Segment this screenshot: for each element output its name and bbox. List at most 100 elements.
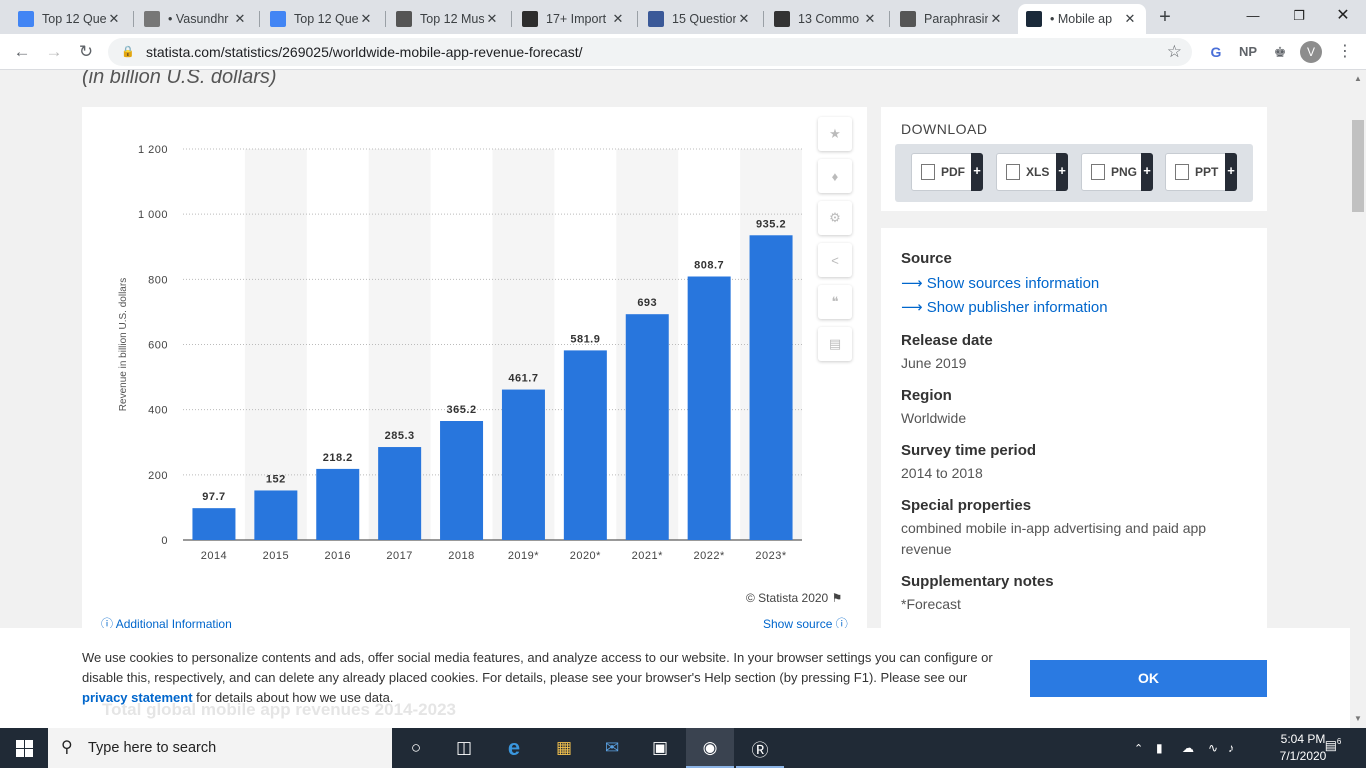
tray-chevron-icon[interactable]: ⌃ xyxy=(1134,742,1144,755)
browser-tab[interactable]: 13 Commo ✕ xyxy=(766,4,886,34)
tab-title: Paraphrasin xyxy=(924,12,988,26)
y-tick-label: 0 xyxy=(161,535,168,547)
browser-tab[interactable]: Top 12 Que ✕ xyxy=(10,4,130,34)
scrollbar-thumb[interactable] xyxy=(1352,120,1364,212)
mail-icon[interactable]: ✉ xyxy=(604,738,620,757)
release-date-value: June 2019 xyxy=(901,355,967,371)
store-icon[interactable]: ▣ xyxy=(651,738,669,757)
tab-title: • Vasundhr xyxy=(168,12,229,26)
volume-icon[interactable]: ♪ xyxy=(1228,741,1234,755)
download-pdf-button[interactable]: PDF + xyxy=(911,153,983,191)
settings-gear-icon[interactable]: ⚙ xyxy=(818,201,852,235)
close-tab-icon[interactable]: ✕ xyxy=(738,11,750,26)
additional-info-link[interactable]: ⓘ Additional Information xyxy=(101,617,232,631)
scroll-up-arrow-icon[interactable]: ▲ xyxy=(1354,74,1362,83)
address-bar[interactable]: 🔒 statista.com/statistics/269025/worldwi… xyxy=(108,38,1192,66)
tab-title: 15 Question xyxy=(672,12,736,26)
file-explorer-icon[interactable]: ▦ xyxy=(555,738,573,757)
close-window-button[interactable]: ✕ xyxy=(1336,7,1350,24)
browser-tab[interactable]: 15 Question ✕ xyxy=(640,4,760,34)
wifi-icon[interactable]: ∿ xyxy=(1208,741,1219,755)
running-indicator xyxy=(686,766,734,768)
browser-tab[interactable]: • Vasundhr ✕ xyxy=(136,4,256,34)
supplementary-notes-heading: Supplementary notes xyxy=(901,573,1054,590)
close-tab-icon[interactable]: ✕ xyxy=(864,11,876,26)
task-view-icon[interactable]: ◫ xyxy=(455,738,473,757)
close-tab-icon[interactable]: ✕ xyxy=(108,11,120,26)
profile-avatar[interactable]: V xyxy=(1300,41,1322,63)
onedrive-cloud-icon[interactable]: ☁ xyxy=(1182,741,1194,755)
print-icon[interactable]: ▤ xyxy=(818,327,852,361)
lock-icon: 🔒 xyxy=(121,46,135,58)
cortana-icon[interactable]: ○ xyxy=(410,738,422,757)
arrow-right-icon: ⟶ xyxy=(901,275,923,292)
cookie-text: We use cookies to personalize contents a… xyxy=(82,650,993,705)
taskbar-search-input[interactable]: ⚲ Type here to search xyxy=(48,728,392,768)
download-png-button[interactable]: PNG + xyxy=(1081,153,1153,191)
notification-bell-icon[interactable]: ♦ xyxy=(818,159,852,193)
privacy-statement-link[interactable]: privacy statement xyxy=(82,690,193,705)
maximize-button[interactable]: ❐ xyxy=(1293,8,1305,23)
y-axis-label: Revenue in billion U.S. dollars xyxy=(118,278,129,411)
show-publisher-link[interactable]: ⟶ Show publisher information xyxy=(901,299,1108,316)
statista-icon xyxy=(1026,11,1042,27)
browser-tab[interactable]: 17+ Import ✕ xyxy=(514,4,634,34)
battery-icon[interactable]: ▮ xyxy=(1156,741,1163,755)
action-center-icon[interactable]: ▤6 xyxy=(1324,737,1342,753)
browser-tab[interactable]: Paraphrasin ✕ xyxy=(892,4,1012,34)
cookie-ok-button[interactable]: OK xyxy=(1030,660,1267,697)
edge-browser-icon[interactable]: e xyxy=(507,735,521,760)
clock-time: 5:04 PM xyxy=(1280,732,1326,746)
new-tab-button[interactable]: + xyxy=(1159,6,1171,28)
download-ppt-button[interactable]: PPT + xyxy=(1165,153,1237,191)
chrome-icon[interactable]: ◉ xyxy=(686,728,734,768)
bookmark-star-icon[interactable]: ☆ xyxy=(1166,42,1182,61)
page-scrollbar[interactable]: ▲ ▼ xyxy=(1350,70,1366,728)
download-xls-button[interactable]: XLS + xyxy=(996,153,1068,191)
y-tick-label: 600 xyxy=(148,340,168,352)
tab-strip: Top 12 Que ✕ • Vasundhr ✕ Top 12 Que ✕ Top 12 … xyxy=(0,0,1366,34)
chart-tools: ★ ♦ ⚙ < ❝ ▤ xyxy=(818,117,854,369)
share-icon[interactable]: < xyxy=(818,243,852,277)
browser-menu-icon[interactable]: ⋮ xyxy=(1337,43,1353,60)
windows-taskbar: ⚲ Type here to search ○ ◫ e ▦ ✉ ▣ ◉ Ⓡ ⌃ … xyxy=(0,728,1366,768)
show-sources-link[interactable]: ⟶ Show sources information xyxy=(901,275,1100,292)
minimize-button[interactable]: — xyxy=(1246,8,1260,23)
close-tab-icon[interactable]: ✕ xyxy=(360,11,372,26)
start-button[interactable] xyxy=(0,728,48,768)
cube-icon xyxy=(522,11,538,27)
bar xyxy=(378,447,422,540)
page-icon xyxy=(396,11,412,27)
close-tab-icon[interactable]: ✕ xyxy=(1124,11,1136,26)
bar xyxy=(440,421,484,540)
extensions-puzzle-icon[interactable]: ♚ xyxy=(1273,44,1287,60)
page-heading-behind: Total global mobile app revenues 2014-20… xyxy=(102,700,456,719)
scroll-down-arrow-icon[interactable]: ▼ xyxy=(1354,714,1362,723)
download-card: DOWNLOAD PDF + XLS + PNG + PPT + xyxy=(881,107,1267,211)
close-tab-icon[interactable]: ✕ xyxy=(234,11,246,26)
reload-button[interactable]: ↻ xyxy=(78,42,94,61)
tab-separator xyxy=(637,11,638,27)
page-content: (in billion U.S. dollars) 0 200 400 600 800 1… xyxy=(0,70,1350,728)
close-tab-icon[interactable]: ✕ xyxy=(990,11,1002,26)
np-extension-icon[interactable]: NP xyxy=(1238,44,1258,59)
survey-period-heading: Survey time period xyxy=(901,442,1037,459)
region-value: Worldwide xyxy=(901,410,967,426)
bar xyxy=(563,350,607,540)
close-tab-icon[interactable]: ✕ xyxy=(612,11,624,26)
tab-separator xyxy=(385,11,386,27)
browser-tab[interactable]: Top 12 Mus ✕ xyxy=(388,4,508,34)
cite-quote-icon[interactable]: ❝ xyxy=(818,285,852,319)
browser-tab[interactable]: • Mobile ap ✕ xyxy=(1018,4,1146,34)
taskbar-clock[interactable]: 5:04 PM 7/1/2020 xyxy=(1278,731,1328,765)
grammarly-extension-icon[interactable]: G xyxy=(1210,44,1222,60)
forward-button[interactable]: → xyxy=(45,42,63,61)
back-button[interactable]: ← xyxy=(13,42,31,61)
close-tab-icon[interactable]: ✕ xyxy=(486,11,498,26)
r-app-icon[interactable]: Ⓡ xyxy=(736,728,784,768)
bar xyxy=(501,389,545,540)
favorite-star-icon[interactable]: ★ xyxy=(818,117,852,151)
browser-tab[interactable]: Top 12 Que ✕ xyxy=(262,4,382,34)
bar xyxy=(625,314,669,540)
show-source-link[interactable]: Show source ⓘ xyxy=(763,617,848,631)
